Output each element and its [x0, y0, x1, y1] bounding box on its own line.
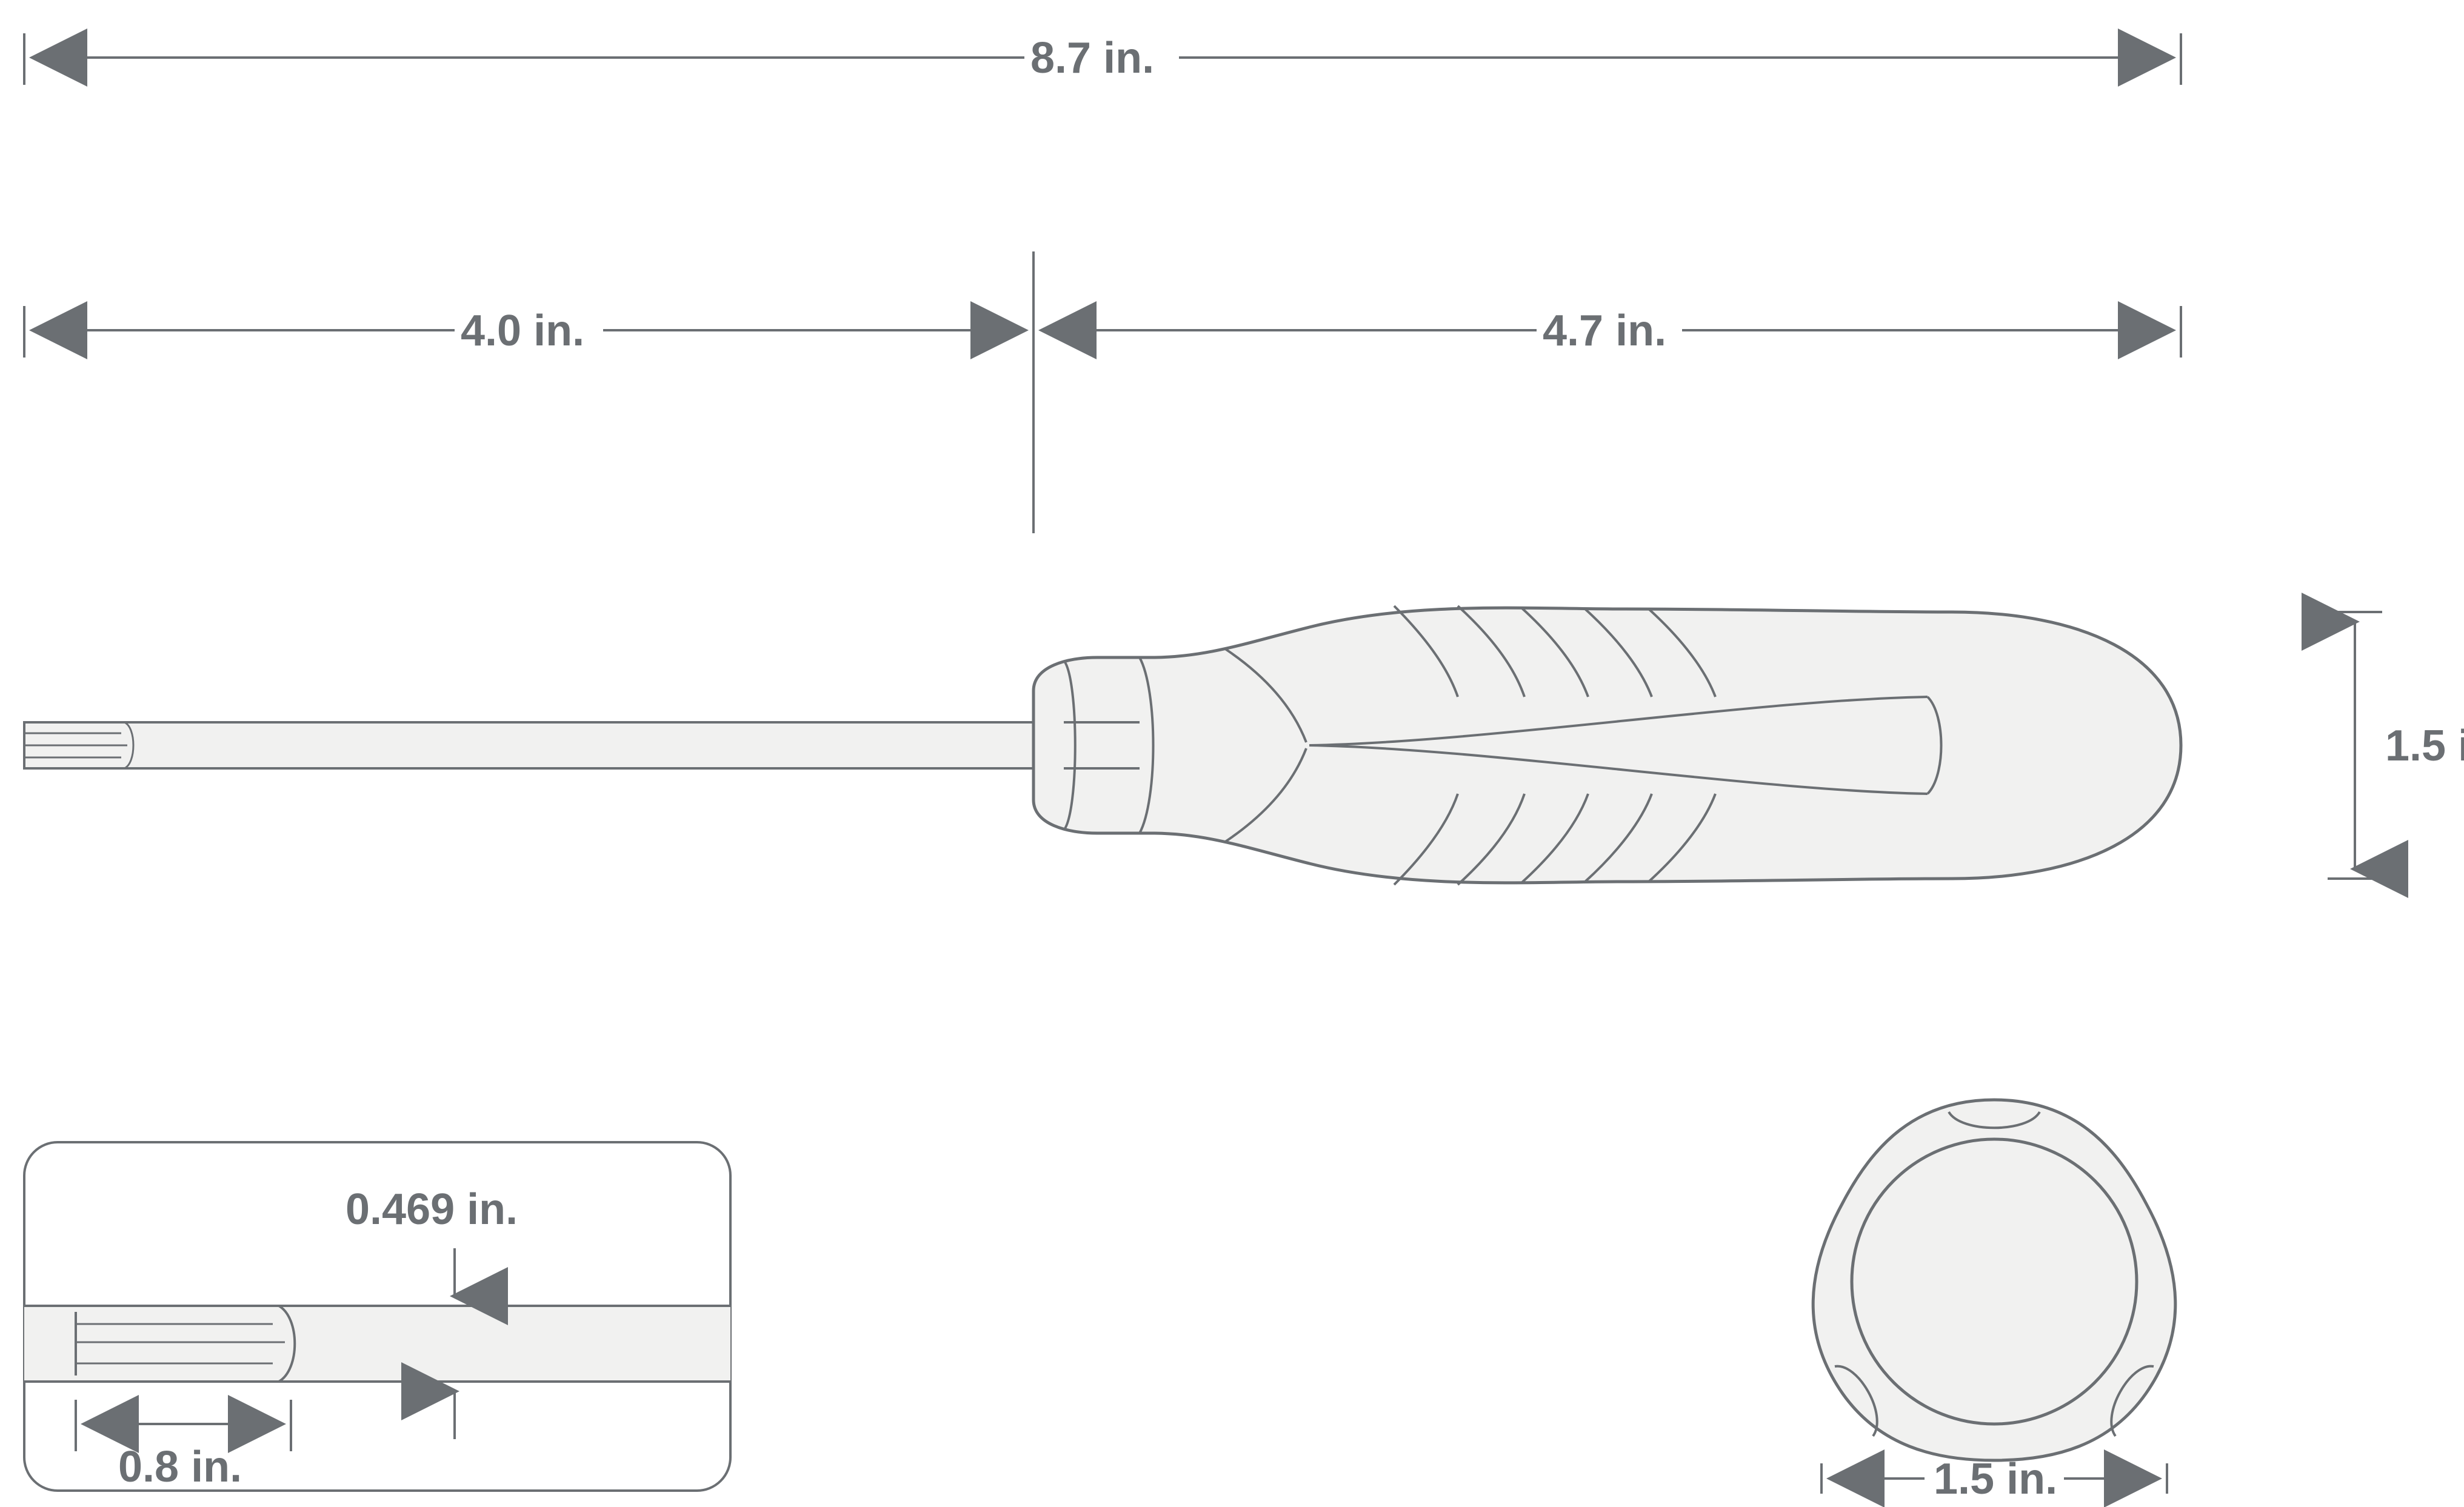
label-shaft-length: 4.0 in.: [461, 306, 584, 356]
label-handle-length: 4.7 in.: [1543, 306, 1666, 356]
label-handle-diameter: 1.5 in.: [2385, 721, 2464, 771]
dimension-shaft-length: [24, 251, 2181, 533]
label-shaft-diameter: 0.469 in.: [346, 1185, 518, 1234]
label-tip-length: 0.8 in.: [118, 1442, 242, 1492]
dimension-handle-diameter: [2328, 612, 2382, 879]
label-total-length: 8.7 in.: [1030, 33, 1154, 83]
screwdriver-side-view: [24, 606, 2181, 885]
handle-end-view: [1813, 1100, 2175, 1494]
label-handle-width: 1.5 in.: [1934, 1454, 2057, 1504]
